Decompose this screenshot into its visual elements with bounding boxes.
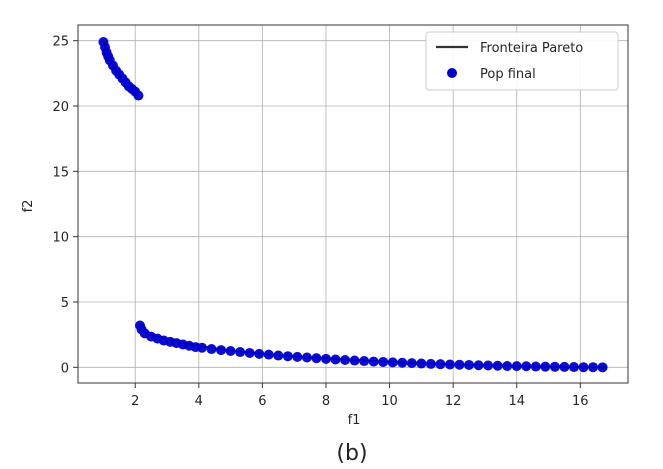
- x-tick-label: 16: [572, 394, 589, 409]
- pop-final-point: [464, 359, 475, 370]
- pop-final-point: [254, 348, 265, 359]
- x-tick-label: 10: [381, 394, 398, 409]
- pop-final-point: [416, 358, 427, 369]
- pop-final-point: [282, 351, 293, 362]
- y-axis-label: f2: [21, 200, 36, 213]
- pop-final-point: [597, 362, 608, 373]
- legend-box: [425, 31, 619, 91]
- pop-final-point: [530, 361, 541, 372]
- pop-final-point: [273, 350, 284, 361]
- x-axis-label: f1: [348, 413, 361, 428]
- pop-final-point: [397, 357, 408, 368]
- pop-final-point: [340, 355, 351, 366]
- pop-final-point: [292, 351, 303, 362]
- pop-final-point: [387, 357, 398, 368]
- pop-final-point: [359, 356, 370, 367]
- pop-final-point: [244, 347, 255, 358]
- pop-final-point: [559, 361, 570, 372]
- x-tick-label: 12: [445, 394, 462, 409]
- x-tick-label: 2: [131, 394, 139, 409]
- pop-final-point: [473, 360, 484, 371]
- y-tick-label: 15: [52, 165, 69, 180]
- axes-frame: [77, 24, 629, 384]
- pop-final-point: [454, 359, 465, 370]
- pop-final-point: [502, 361, 513, 372]
- pop-final-point: [301, 352, 312, 363]
- pop-final-point: [378, 356, 389, 367]
- pop-final-point: [483, 360, 494, 371]
- plot-data: [98, 36, 608, 373]
- y-tick-label: 0: [61, 361, 69, 376]
- pop-final-point: [349, 355, 360, 366]
- pop-final-point: [263, 349, 274, 360]
- y-tick-label: 25: [52, 35, 69, 50]
- pop-final-point: [540, 361, 551, 372]
- legend-label-pop: Pop final: [480, 67, 536, 82]
- legend-marker-swatch: [447, 68, 457, 78]
- pop-final-point: [588, 362, 599, 373]
- pop-final-point: [425, 358, 436, 369]
- y-tick-label: 20: [52, 100, 69, 115]
- x-tick-label: 14: [508, 394, 525, 409]
- pop-final-point: [492, 360, 503, 371]
- pop-final-point: [225, 345, 236, 356]
- pop-final-point: [435, 359, 446, 370]
- pop-final-point: [368, 356, 379, 367]
- pop-final-point: [216, 345, 227, 356]
- pop-final-point: [206, 344, 217, 355]
- pop-final-point: [511, 361, 522, 372]
- pop-final-point: [133, 90, 144, 101]
- figure-caption: (b): [336, 441, 367, 466]
- y-tick-label: 5: [61, 296, 69, 311]
- x-tick-label: 4: [195, 394, 203, 409]
- pop-final-point: [578, 362, 589, 373]
- x-tick-label: 6: [258, 394, 266, 409]
- legend: Fronteira Pareto Pop final: [425, 31, 619, 91]
- pop-final-point: [444, 359, 455, 370]
- pop-final-point: [330, 354, 341, 365]
- pop-final-point: [568, 362, 579, 373]
- pop-final-point: [406, 358, 417, 369]
- axis-ticks: 2 4 6 8 10 12 14 16 0 5 10 15 20 25: [52, 35, 588, 409]
- pop-final-point: [549, 361, 560, 372]
- x-tick-label: 8: [322, 394, 330, 409]
- pop-final-point: [311, 353, 322, 364]
- pop-final-point: [196, 342, 207, 353]
- pop-final-point: [320, 353, 331, 364]
- y-tick-label: 10: [52, 231, 69, 246]
- pop-final-point: [521, 361, 532, 372]
- pop-final-point: [235, 347, 246, 358]
- legend-label-pareto: Fronteira Pareto: [480, 41, 583, 56]
